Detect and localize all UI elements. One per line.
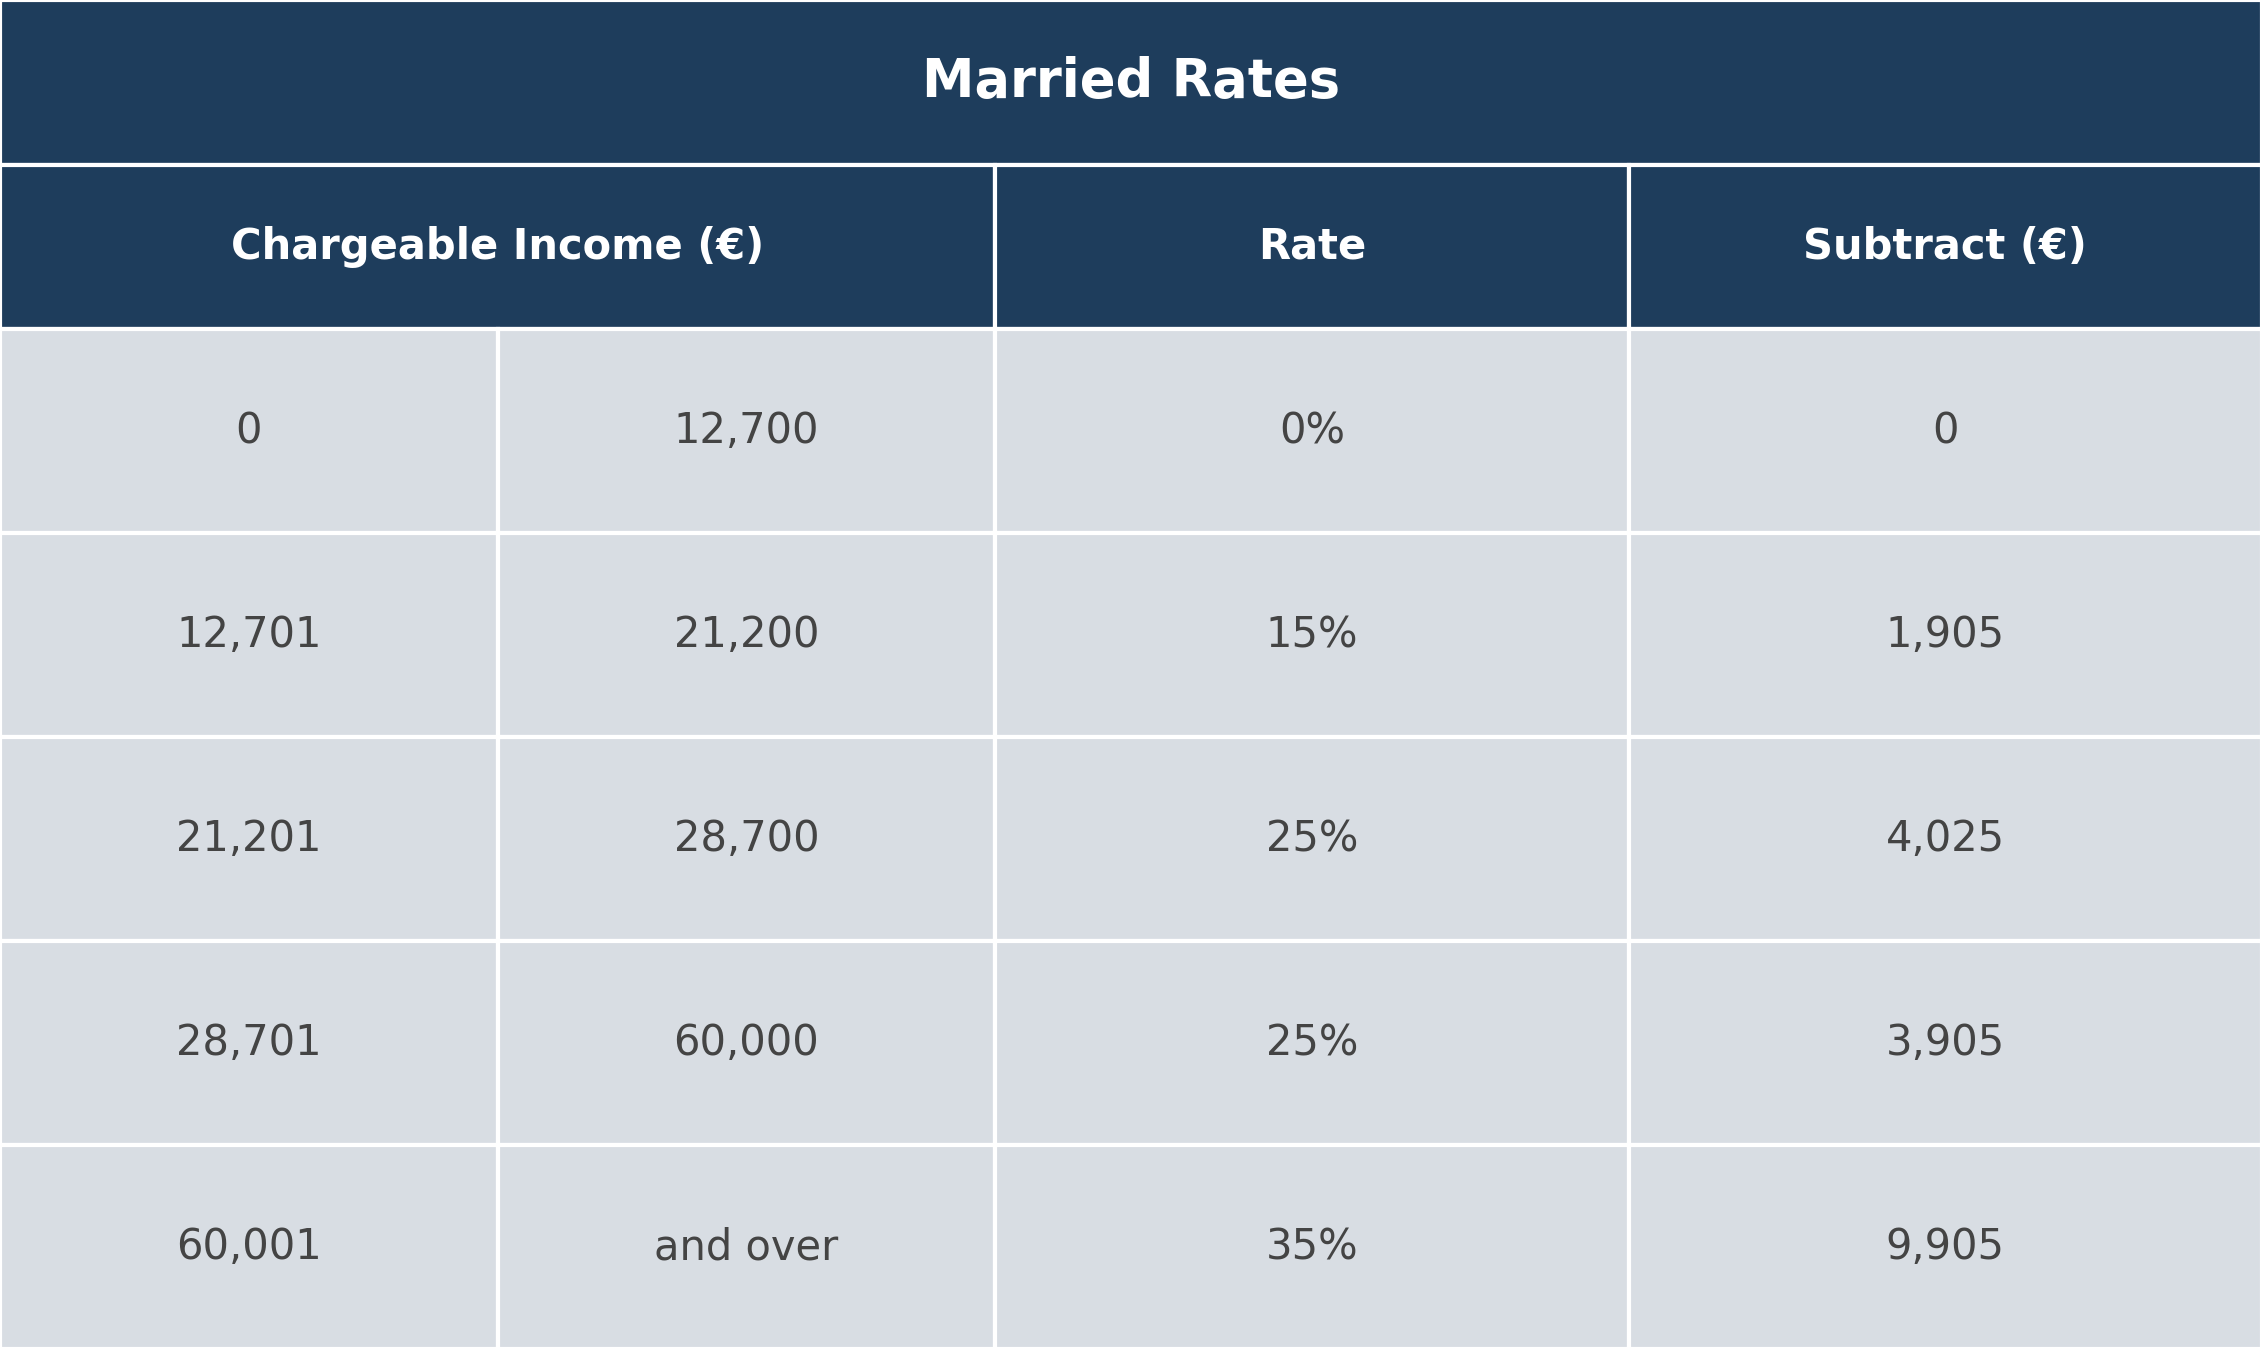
Text: 4,025: 4,025 (1887, 817, 2004, 861)
Text: 21,200: 21,200 (674, 614, 819, 656)
Text: 60,000: 60,000 (674, 1023, 819, 1064)
Bar (498, 533, 995, 737)
Bar (0, 942, 498, 1145)
Bar (995, 329, 1629, 533)
Bar (995, 942, 1629, 1145)
Bar (1629, 329, 2262, 533)
Text: 15%: 15% (1267, 614, 1357, 656)
Text: 0%: 0% (1278, 410, 1346, 452)
Text: 28,700: 28,700 (674, 817, 819, 861)
Text: Rate: Rate (1258, 225, 1366, 268)
Bar (995, 165, 1629, 329)
Text: 0: 0 (1932, 410, 1959, 452)
Text: 25%: 25% (1267, 817, 1357, 861)
Text: 35%: 35% (1267, 1226, 1357, 1268)
Bar (995, 1145, 1629, 1349)
Text: Chargeable Income (€): Chargeable Income (€) (231, 225, 765, 268)
Text: 60,001: 60,001 (176, 1226, 321, 1268)
Bar (1629, 165, 2262, 329)
Text: 3,905: 3,905 (1887, 1023, 2004, 1064)
Text: 28,701: 28,701 (176, 1023, 321, 1064)
Bar (498, 942, 995, 1145)
Bar (1629, 942, 2262, 1145)
Bar (1629, 1145, 2262, 1349)
Bar (0, 737, 498, 942)
Bar (0, 1145, 498, 1349)
Text: 1,905: 1,905 (1887, 614, 2004, 656)
Bar (0, 165, 995, 329)
Bar (0, 533, 498, 737)
Bar (1629, 533, 2262, 737)
Bar (995, 533, 1629, 737)
Bar (498, 1145, 995, 1349)
Text: 25%: 25% (1267, 1023, 1357, 1064)
Text: Married Rates: Married Rates (923, 57, 1339, 108)
Bar (1629, 737, 2262, 942)
Text: and over: and over (654, 1226, 839, 1268)
Text: 12,701: 12,701 (176, 614, 321, 656)
Bar (0, 329, 498, 533)
Bar (498, 329, 995, 533)
Text: 12,700: 12,700 (674, 410, 819, 452)
Bar (995, 737, 1629, 942)
Text: Subtract (€): Subtract (€) (1803, 225, 2088, 268)
Text: 21,201: 21,201 (176, 817, 321, 861)
Text: 0: 0 (235, 410, 262, 452)
Bar (0, 0, 2262, 165)
Text: 9,905: 9,905 (1887, 1226, 2004, 1268)
Bar (498, 737, 995, 942)
